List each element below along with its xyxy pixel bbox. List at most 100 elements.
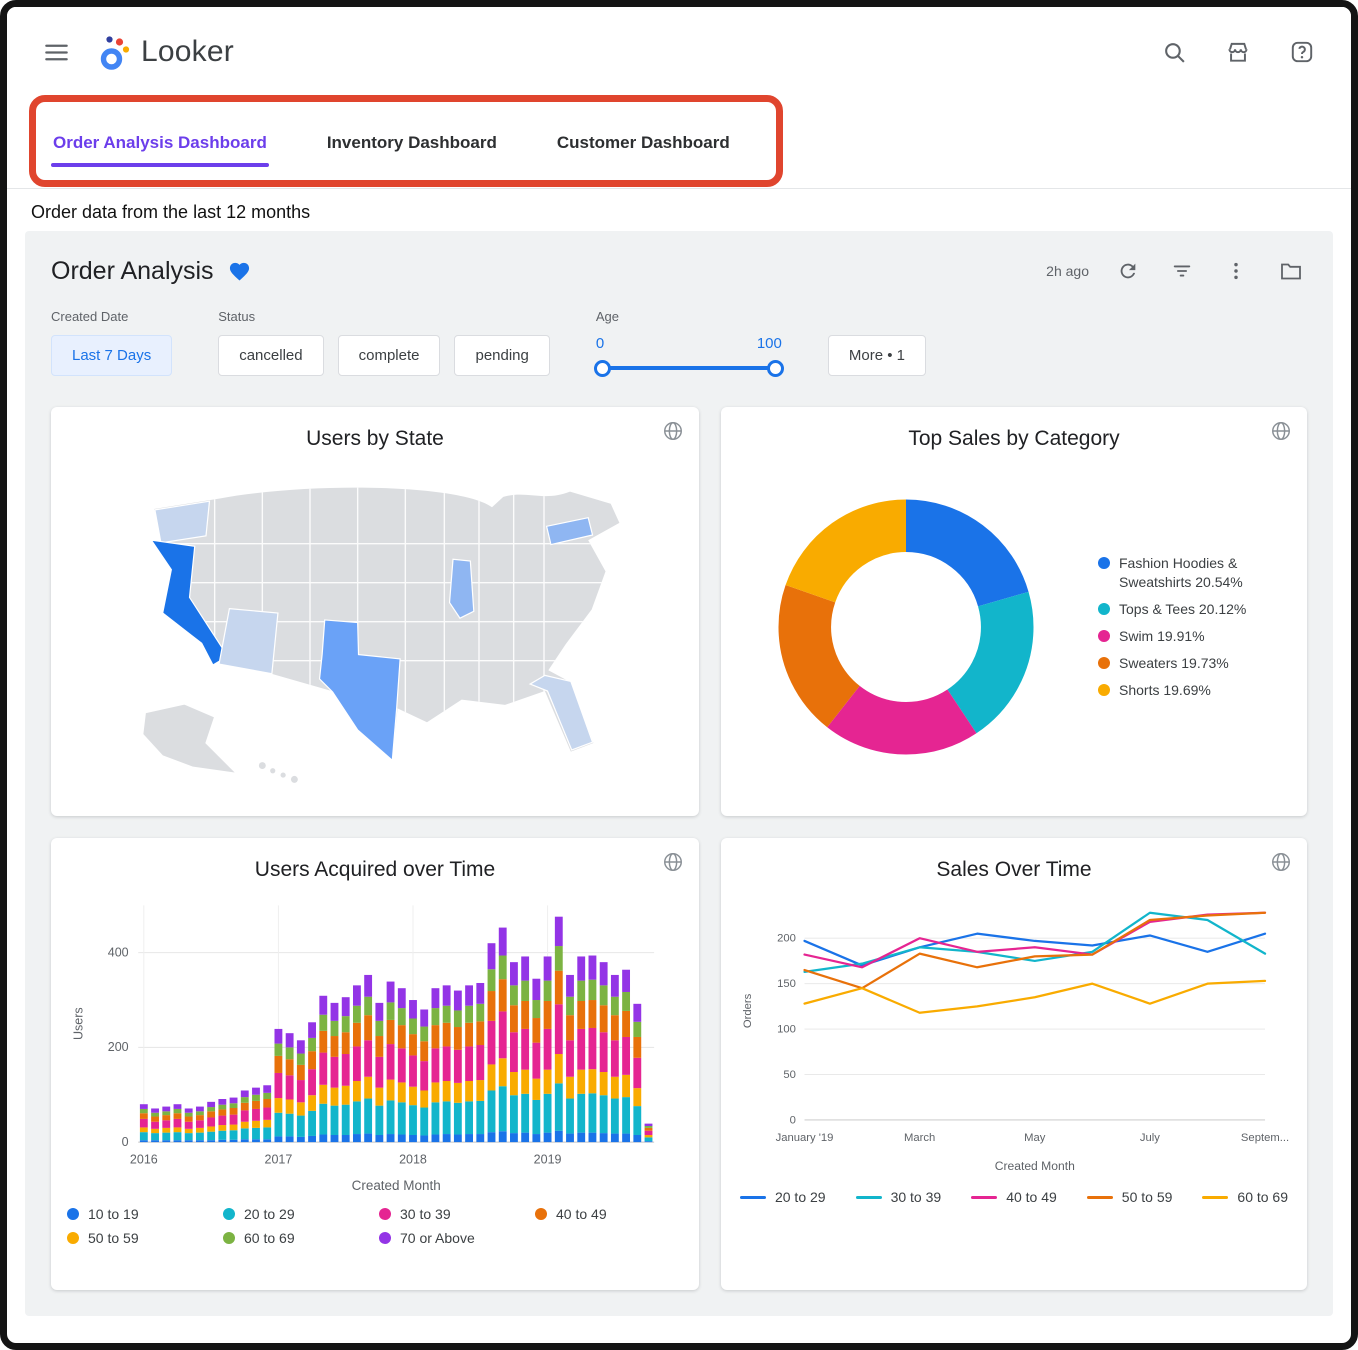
globe-icon[interactable]: [1270, 420, 1292, 442]
users-by-state-map[interactable]: [67, 457, 683, 795]
bar-segment[interactable]: [510, 1072, 518, 1096]
bar-segment[interactable]: [420, 1135, 429, 1143]
bar-segment[interactable]: [521, 956, 530, 981]
bar-segment[interactable]: [375, 1036, 384, 1057]
bar-segment[interactable]: [521, 1132, 530, 1143]
bar-segment[interactable]: [218, 1099, 227, 1105]
bar-segment[interactable]: [252, 1108, 260, 1121]
bar-segment[interactable]: [252, 1139, 260, 1143]
bar-segment[interactable]: [442, 1101, 451, 1135]
bar-segment[interactable]: [453, 1010, 462, 1028]
bar-segment[interactable]: [442, 1046, 451, 1082]
bar-segment[interactable]: [173, 1140, 182, 1143]
bar-segment[interactable]: [330, 1020, 339, 1037]
bar-segment[interactable]: [285, 1113, 294, 1137]
bar-segment[interactable]: [588, 979, 597, 1001]
bar-segment[interactable]: [599, 1133, 608, 1143]
globe-icon[interactable]: [662, 851, 684, 873]
bar-segment[interactable]: [442, 985, 451, 1006]
bar-segment[interactable]: [543, 1000, 552, 1029]
bar-segment[interactable]: [341, 997, 350, 1017]
bar-segment[interactable]: [229, 1139, 238, 1143]
bar-segment[interactable]: [566, 1076, 574, 1099]
bar-segment[interactable]: [240, 1097, 249, 1103]
bar-segment[interactable]: [476, 1080, 485, 1101]
bar-segment[interactable]: [162, 1115, 171, 1121]
bar-segment[interactable]: [498, 1011, 507, 1059]
bar-segment[interactable]: [139, 1140, 148, 1143]
bar-segment[interactable]: [375, 1002, 384, 1021]
bar-segment[interactable]: [532, 1078, 541, 1100]
bar-segment[interactable]: [510, 1032, 518, 1073]
bar-segment[interactable]: [566, 1098, 574, 1134]
bar-segment[interactable]: [375, 1056, 384, 1088]
bar-segment[interactable]: [599, 1032, 608, 1073]
bar-segment[interactable]: [352, 985, 361, 1006]
bar-segment[interactable]: [543, 1069, 552, 1094]
legend-item[interactable]: 60 to 69: [1202, 1189, 1288, 1205]
donut-slice[interactable]: [778, 499, 1034, 755]
bar-segment[interactable]: [386, 1019, 395, 1045]
bar-segment[interactable]: [487, 969, 496, 992]
bar-segment[interactable]: [599, 1005, 608, 1033]
bar-segment[interactable]: [566, 1133, 574, 1143]
bar-segment[interactable]: [442, 1134, 451, 1143]
bar-segment[interactable]: [476, 1134, 485, 1143]
bar-segment[interactable]: [532, 1000, 541, 1019]
bar-segment[interactable]: [487, 1064, 496, 1091]
bar-segment[interactable]: [397, 1134, 406, 1143]
bar-segment[interactable]: [207, 1107, 216, 1112]
bar-segment[interactable]: [139, 1104, 148, 1109]
state-florida[interactable]: [528, 674, 594, 751]
bar-segment[interactable]: [285, 1047, 294, 1060]
bar-segment[interactable]: [151, 1108, 159, 1113]
favorite-heart-icon[interactable]: [228, 260, 251, 283]
bar-segment[interactable]: [375, 1087, 384, 1106]
bar-segment[interactable]: [240, 1121, 249, 1129]
slider-track[interactable]: [597, 366, 780, 370]
bar-segment[interactable]: [610, 1098, 619, 1134]
bar-segment[interactable]: [453, 1134, 462, 1143]
bar-segment[interactable]: [263, 1119, 272, 1128]
bar-segment[interactable]: [566, 1040, 574, 1077]
bar-segment[interactable]: [207, 1101, 216, 1108]
legend-item[interactable]: Tops & Tees 20.12%: [1098, 600, 1268, 619]
bar-segment[interactable]: [319, 1052, 328, 1085]
bar-segment[interactable]: [274, 1028, 283, 1044]
bar-segment[interactable]: [308, 1051, 316, 1070]
bar-segment[interactable]: [465, 1022, 473, 1047]
bar-segment[interactable]: [431, 1082, 440, 1103]
bar-segment[interactable]: [622, 1036, 631, 1075]
bar-segment[interactable]: [386, 1002, 395, 1020]
bar-segment[interactable]: [442, 1022, 451, 1047]
bar-segment[interactable]: [465, 1005, 473, 1023]
bar-segment[interactable]: [554, 916, 563, 947]
bar-segment[interactable]: [566, 1015, 574, 1041]
bar-segment[interactable]: [476, 1021, 485, 1046]
bar-segment[interactable]: [207, 1126, 216, 1132]
bar-segment[interactable]: [409, 1000, 417, 1019]
bar-segment[interactable]: [330, 1105, 339, 1135]
bar-segment[interactable]: [308, 1069, 316, 1096]
bar-segment[interactable]: [588, 1027, 597, 1070]
bar-segment[interactable]: [184, 1128, 193, 1134]
bar-segment[interactable]: [296, 1115, 305, 1137]
bar-segment[interactable]: [296, 1040, 305, 1054]
bar-segment[interactable]: [274, 1055, 283, 1073]
bar-segment[interactable]: [487, 1020, 496, 1065]
bar-segment[interactable]: [151, 1140, 159, 1143]
bar-segment[interactable]: [532, 978, 541, 1001]
bar-segment[interactable]: [554, 1054, 563, 1084]
bar-segment[interactable]: [476, 982, 485, 1004]
bar-segment[interactable]: [622, 1133, 631, 1143]
bar-segment[interactable]: [139, 1113, 148, 1119]
bar-segment[interactable]: [442, 1005, 451, 1023]
bar-segment[interactable]: [487, 943, 496, 970]
bar-segment[interactable]: [532, 1134, 541, 1143]
bar-segment[interactable]: [139, 1118, 148, 1128]
state-washington[interactable]: [154, 500, 211, 544]
bar-segment[interactable]: [577, 956, 586, 981]
line-series[interactable]: [803, 979, 1267, 1014]
bar-segment[interactable]: [577, 1093, 586, 1133]
bar-segment[interactable]: [420, 1107, 429, 1136]
